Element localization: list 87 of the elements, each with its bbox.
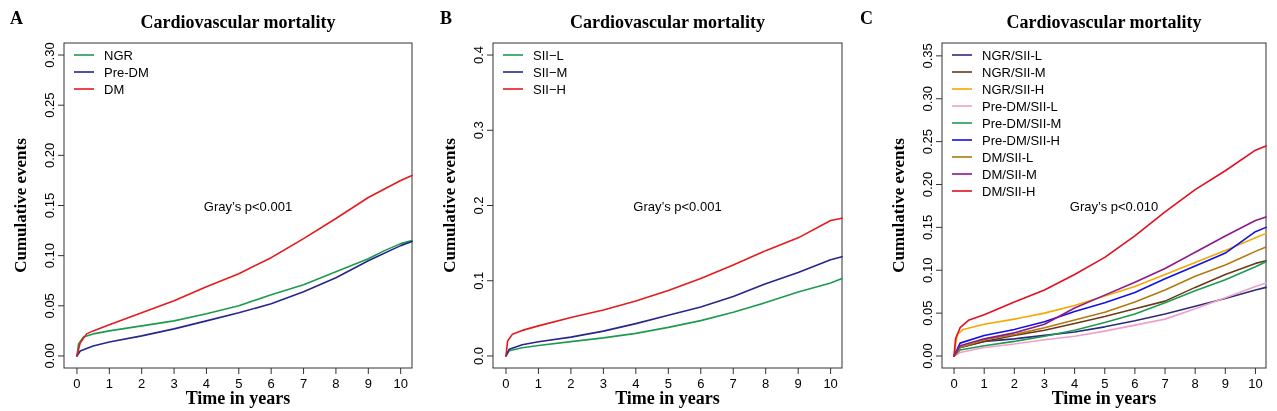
x-tick-label: 3 — [170, 376, 178, 391]
y-tick-label: 0.0 — [471, 346, 486, 365]
y-tick-label: 0.2 — [471, 196, 486, 215]
y-tick-label: 0.10 — [920, 257, 935, 283]
x-tick-label: 6 — [697, 376, 705, 391]
y-axis-title: Cumulative events — [889, 137, 908, 273]
x-tick-label: 1 — [105, 376, 113, 391]
legend-label: Pre-DM — [104, 65, 149, 80]
x-tick-label: 1 — [980, 376, 988, 391]
x-tick-label: 5 — [235, 376, 243, 391]
line-series — [505, 255, 843, 357]
x-tick-label: 8 — [762, 376, 770, 391]
legend-label: Pre-DM/SII-M — [982, 116, 1062, 131]
x-tick-label: 4 — [632, 376, 640, 391]
legend-label: DM/SII-M — [982, 167, 1037, 182]
y-tick-label: 0.05 — [920, 300, 935, 326]
y-tick-label: 0.1 — [471, 271, 486, 290]
y-tick-label: 0.00 — [42, 343, 57, 369]
x-tick-label: 5 — [1101, 376, 1109, 391]
x-tick-label: 3 — [1040, 376, 1049, 391]
legend-label: SII−L — [533, 48, 564, 63]
x-tick-label: 5 — [664, 376, 672, 391]
x-tick-label: 2 — [567, 376, 575, 391]
line-series — [76, 174, 413, 357]
annotation: Gray’s p<0.010 — [1069, 199, 1159, 214]
y-tick-label: 0.20 — [920, 171, 935, 198]
y-tick-label: 0.25 — [920, 128, 935, 155]
y-tick-label: 0.15 — [42, 192, 57, 219]
x-tick-label: 10 — [1248, 376, 1263, 391]
legend-label: NGR — [104, 48, 133, 63]
x-tick-label: 10 — [823, 376, 838, 391]
chart-title: Cardiovascular mortality — [569, 12, 766, 32]
x-tick-label: 2 — [138, 376, 146, 391]
x-tick-label: 0 — [73, 376, 81, 391]
annotation: Gray’s p<0.001 — [633, 199, 722, 214]
x-tick-label: 2 — [1010, 376, 1018, 391]
y-tick-label: 0.25 — [42, 92, 57, 118]
x-tick-label: 8 — [1191, 376, 1199, 391]
legend-label: DM — [104, 82, 125, 97]
x-axis-title: Time in years — [185, 388, 291, 408]
annotation: Gray’s p<0.001 — [203, 199, 293, 214]
x-tick-label: 7 — [1161, 376, 1169, 391]
y-tick-label: 0.35 — [920, 43, 935, 69]
y-tick-label: 0.3 — [471, 121, 486, 140]
y-tick-label: 0.10 — [42, 243, 57, 269]
line-series — [505, 217, 843, 357]
y-tick-label: 0.15 — [920, 214, 935, 241]
x-tick-label: 6 — [1131, 376, 1139, 391]
legend-label: NGR/SII-L — [982, 48, 1042, 63]
x-tick-label: 0 — [950, 376, 958, 391]
legend-label: NGR/SII-H — [982, 82, 1045, 97]
legend-label: NGR/SII-M — [982, 65, 1046, 80]
x-tick-label: 4 — [202, 376, 211, 391]
y-tick-label: 0.4 — [471, 46, 486, 65]
legend-label: SII−H — [533, 82, 566, 97]
y-tick-label: 0.30 — [920, 86, 935, 112]
x-tick-label: 8 — [332, 376, 340, 391]
y-tick-label: 0.20 — [42, 142, 57, 168]
y-tick-label: 0.05 — [42, 293, 57, 319]
legend-label: DM/SII-L — [982, 150, 1034, 165]
x-axis-title: Time in years — [615, 388, 720, 408]
legend-label: SII−M — [533, 65, 568, 80]
chart-title: Cardiovascular mortality — [140, 12, 336, 32]
x-tick-label: 9 — [794, 376, 802, 391]
x-tick-label: 4 — [1071, 376, 1079, 391]
legend-label: DM/SII-H — [982, 184, 1036, 199]
x-tick-label: 3 — [599, 376, 607, 391]
text: B — [440, 8, 453, 28]
x-axis-title: Time in years — [1051, 388, 1157, 408]
x-tick-label: 9 — [364, 376, 372, 391]
x-tick-label: 1 — [534, 376, 543, 391]
line-series — [953, 145, 1267, 357]
legend-label: Pre-DM/SII-L — [982, 99, 1058, 114]
legend-label: Pre-DM/SII-H — [982, 133, 1060, 148]
text: A — [10, 8, 23, 28]
x-tick-label: 6 — [267, 376, 275, 391]
x-tick-label: 0 — [502, 376, 510, 391]
x-tick-label: 9 — [1221, 376, 1229, 391]
y-axis-title: Cumulative events — [440, 137, 459, 273]
y-axis-title: Cumulative events — [11, 137, 30, 273]
y-tick-label: 0.00 — [920, 343, 935, 369]
chart-title: Cardiovascular mortality — [1006, 12, 1202, 32]
y-tick-label: 0.30 — [42, 42, 57, 68]
x-tick-label: 10 — [393, 376, 408, 391]
x-tick-label: 7 — [729, 376, 737, 391]
text: C — [860, 8, 873, 28]
x-tick-label: 7 — [299, 376, 308, 391]
